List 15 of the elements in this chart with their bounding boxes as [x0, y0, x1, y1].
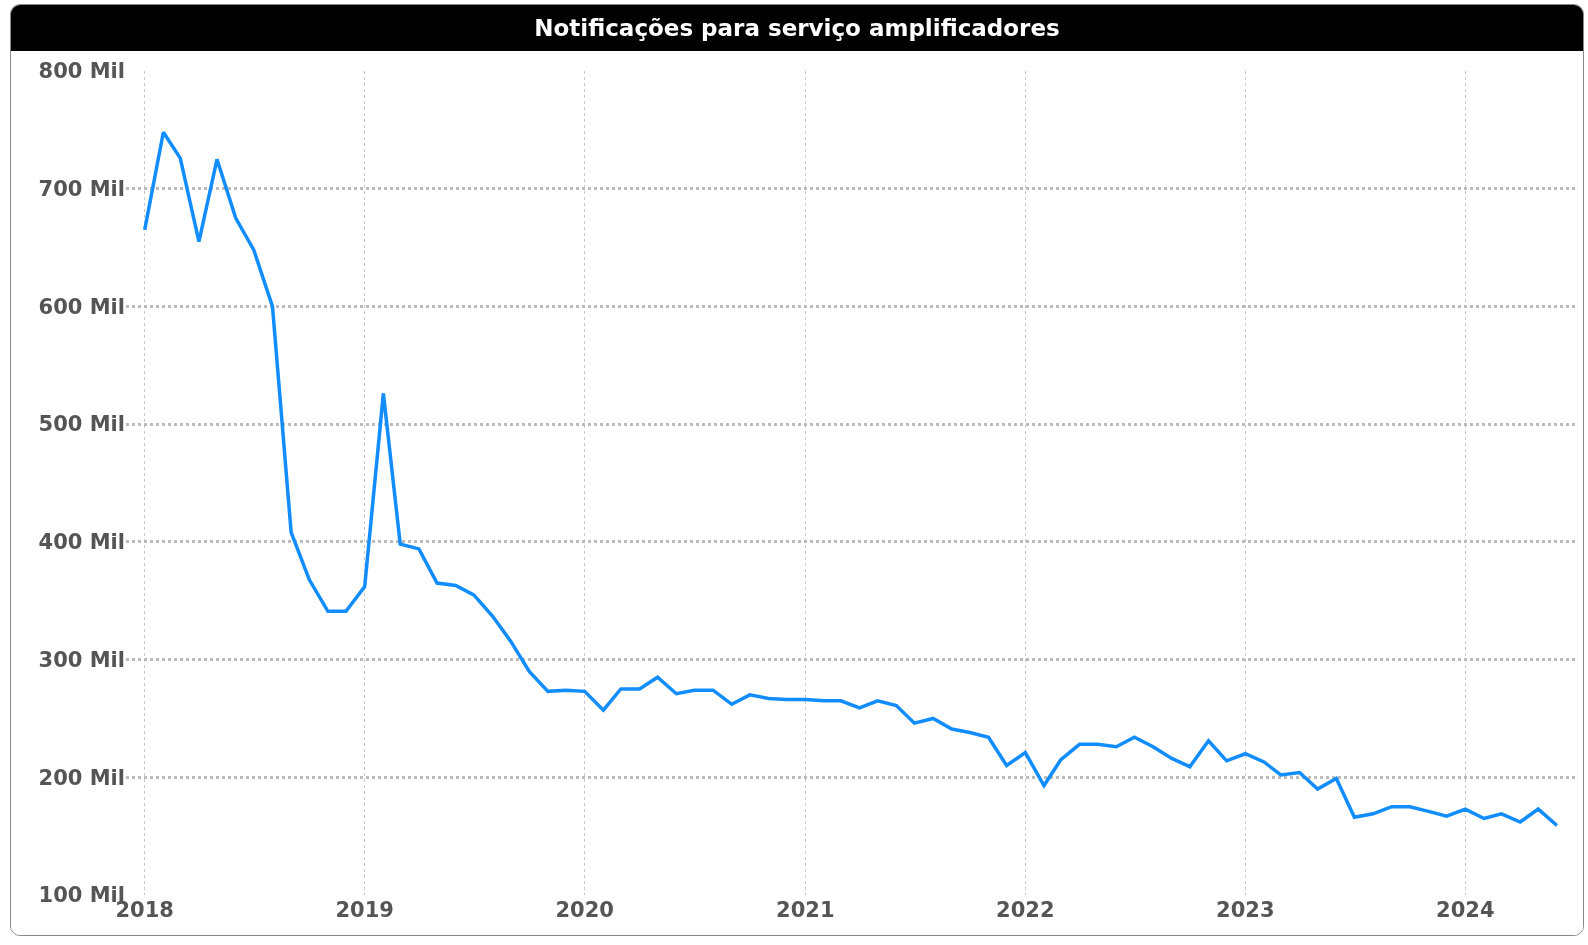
- y-tick-label: 500 Mil: [38, 412, 125, 437]
- x-tick-label: 2022: [996, 898, 1055, 922]
- y-tick-label: 400 Mil: [38, 530, 125, 555]
- y-tick-label: 700 Mil: [38, 177, 125, 202]
- x-tick-label: 2024: [1436, 898, 1495, 922]
- y-tick-label: 600 Mil: [38, 294, 125, 319]
- y-tick-label: 800 Mil: [38, 59, 125, 84]
- line-series: [142, 130, 1559, 828]
- y-tick-label: 300 Mil: [38, 647, 125, 672]
- x-tick-label: 2019: [335, 898, 394, 922]
- x-tick-label: 2020: [555, 898, 614, 922]
- x-tick-label: 2021: [776, 898, 835, 922]
- x-tick-label: 2023: [1216, 898, 1275, 922]
- chart-title: Notificações para serviço amplificadores: [11, 5, 1583, 51]
- y-tick-label: 200 Mil: [38, 765, 125, 790]
